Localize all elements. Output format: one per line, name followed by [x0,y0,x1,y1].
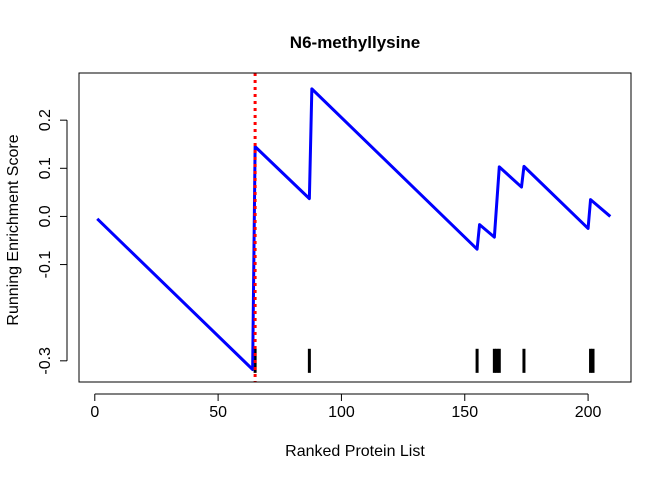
x-tick-label: 150 [451,404,478,421]
y-tick-label: -0.3 [37,347,54,375]
x-axis-label: Ranked Protein List [285,443,425,460]
y-tick-label: 0.2 [37,109,54,131]
enrichment-score-line [96,87,612,371]
x-axis: 0 50 100 150 200 [90,393,602,421]
x-tick-label: 0 [90,404,99,421]
x-tick-label: 200 [575,404,602,421]
y-tick-label: -0.1 [37,251,54,279]
hit-ticks [253,348,595,373]
y-tick-label: 0.0 [37,205,54,227]
chart-title: N6-methyllysine [290,33,420,52]
y-tick-label: 0.1 [37,157,54,179]
series-layer [96,87,612,371]
y-axis: -0.3 -0.1 0.0 0.1 0.2 [37,109,68,375]
plot-box [78,72,632,383]
x-tick-label: 100 [328,404,355,421]
y-axis-label: Running Enrichment Score [5,134,22,325]
x-tick-label: 50 [209,404,227,421]
